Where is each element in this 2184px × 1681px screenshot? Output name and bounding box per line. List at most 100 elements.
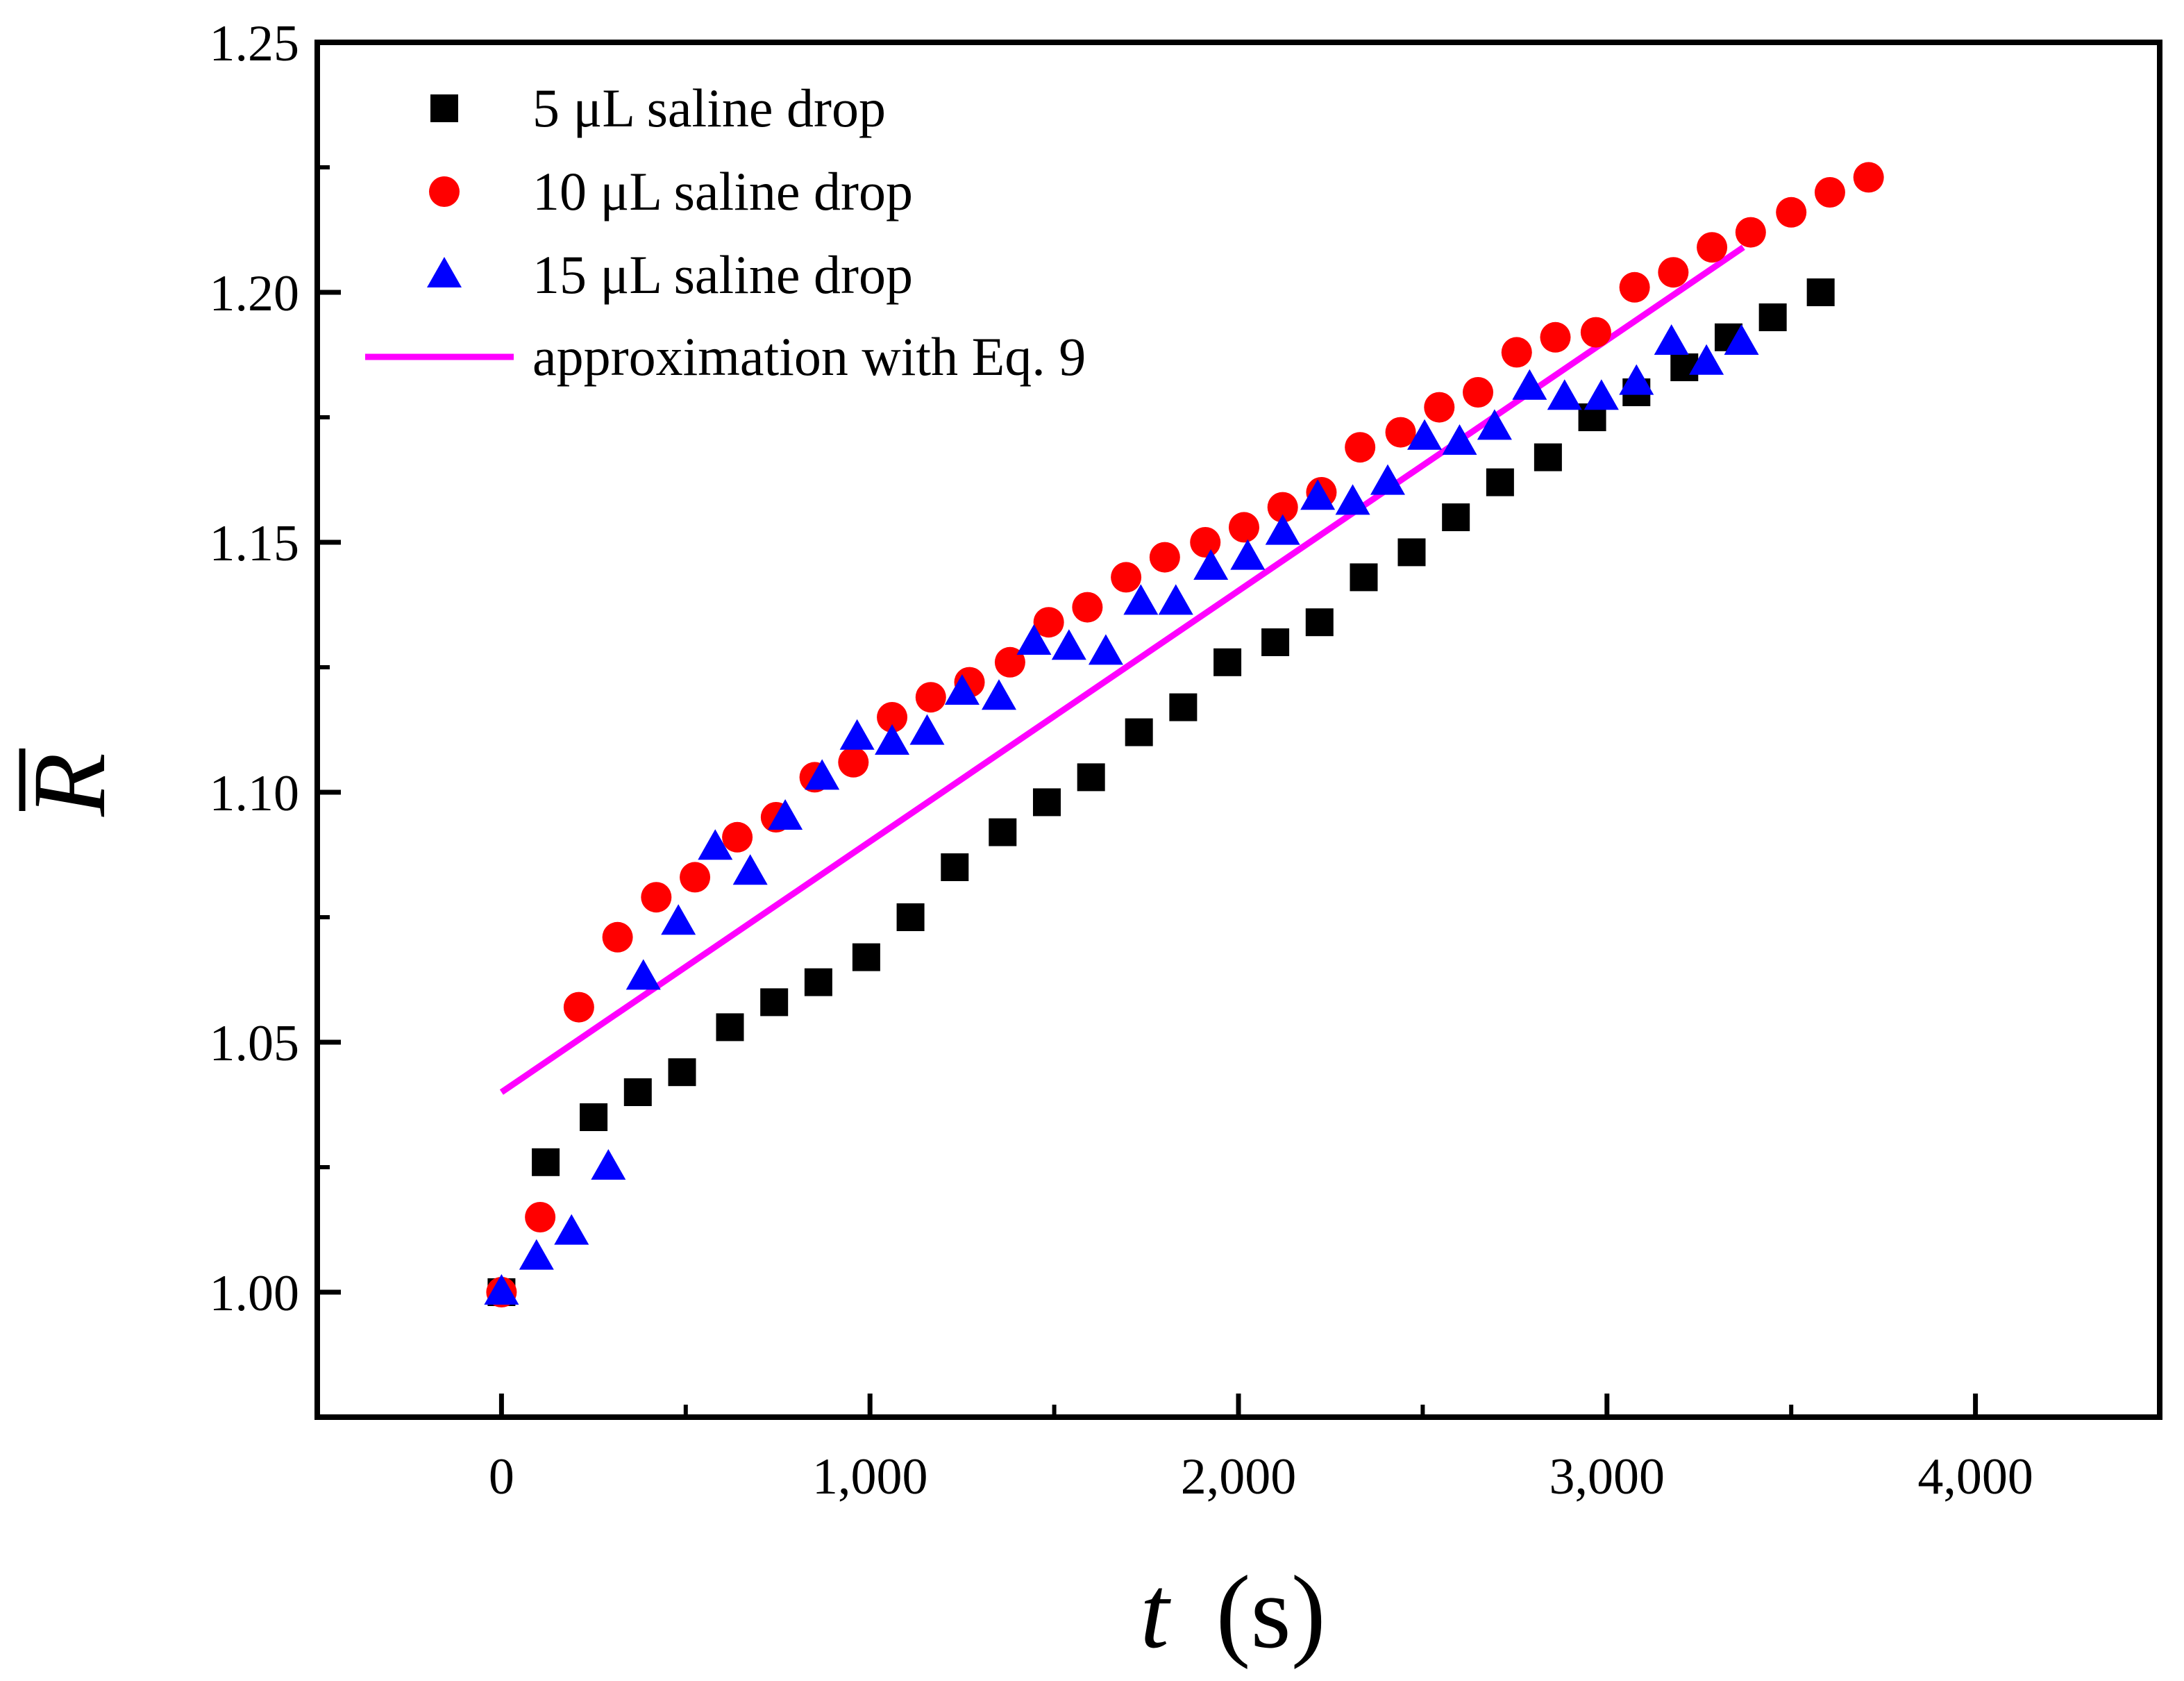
triangle-point [1512, 369, 1547, 400]
square-point [1534, 443, 1562, 471]
triangle-point [1724, 324, 1759, 355]
triangle-point [1477, 409, 1512, 440]
square-point [1350, 563, 1378, 592]
triangle-point [909, 714, 945, 745]
circle-point [1735, 217, 1766, 248]
legend-label: 10 μL saline drop [532, 161, 913, 221]
triangle-point [591, 1149, 626, 1180]
circle-point [722, 821, 753, 853]
x-axis-title: t (s) [1140, 1555, 1325, 1670]
circle-point [1228, 512, 1259, 543]
triangle-point [875, 724, 910, 755]
circle-point [1540, 321, 1571, 353]
triangle-point [1230, 539, 1266, 570]
triangle-point [1300, 479, 1336, 510]
legend-label: 15 μL saline drop [532, 244, 913, 305]
y-tick-label: 1.00 [210, 1265, 300, 1322]
square-point [852, 943, 880, 971]
triangle-point [661, 904, 696, 935]
y-tick-label: 1.05 [210, 1015, 300, 1072]
square-point [1169, 693, 1198, 721]
square-point [1442, 503, 1470, 531]
square-point [941, 853, 969, 881]
square-point [1397, 538, 1426, 567]
x-tick-label: 3,000 [1549, 1448, 1665, 1505]
circle-point [1190, 527, 1221, 558]
triangle-point [1619, 364, 1654, 395]
triangle-point [1088, 634, 1123, 665]
series-0 [487, 278, 1835, 1306]
legend-label: 5 μL saline drop [532, 78, 886, 138]
square-point [1758, 303, 1787, 331]
circle-point [680, 862, 711, 893]
x-tick-label: 4,000 [1917, 1448, 2033, 1505]
triangle-point [1335, 484, 1370, 515]
circle-point [1776, 196, 1807, 228]
triangle-point [1407, 419, 1443, 450]
triangle-point [484, 1274, 519, 1305]
square-point [532, 1148, 560, 1176]
circle-point [525, 1202, 556, 1232]
circle-point [877, 702, 908, 733]
square-point [989, 818, 1017, 846]
circle-point [838, 746, 869, 778]
square-point [896, 903, 925, 931]
triangle-point [1442, 424, 1477, 455]
circle-point [1853, 162, 1884, 193]
triangle-point [1051, 629, 1086, 660]
square-point [1305, 608, 1334, 637]
circle-point [1463, 377, 1494, 408]
circle-point [1619, 271, 1650, 303]
triangle-point [625, 959, 661, 990]
x-tick-label: 1,000 [812, 1448, 928, 1505]
square-point [1125, 718, 1153, 746]
x-axis-unit: (s) [1216, 1555, 1325, 1670]
triangle-point [519, 1239, 554, 1270]
square-point [760, 988, 789, 1017]
circle-point [1580, 317, 1611, 348]
x-tick-label: 2,000 [1181, 1448, 1297, 1505]
triangle-point [1265, 514, 1300, 545]
circle-point [1424, 392, 1455, 423]
triangle-point [554, 1214, 589, 1245]
circle-point [1501, 337, 1532, 368]
circle-point [1149, 542, 1180, 573]
series-2 [484, 324, 1759, 1305]
circle-point [641, 882, 672, 913]
triangle-point [698, 829, 733, 860]
data-series [484, 162, 1884, 1307]
square-point [1486, 468, 1514, 496]
triangle-point [1547, 379, 1582, 410]
square-point [1077, 763, 1105, 792]
circle-point [1267, 492, 1298, 523]
x-axis-variable: t [1140, 1555, 1171, 1670]
legend-square-swatch [430, 94, 458, 122]
y-axis-title: R [12, 748, 127, 817]
triangle-point [768, 799, 803, 830]
triangle-point [839, 719, 875, 750]
series-1 [486, 162, 1884, 1307]
y-tick-label: 1.20 [210, 265, 300, 322]
circle-point [1345, 432, 1376, 463]
triangle-point [1370, 464, 1405, 495]
triangle-point [1158, 584, 1193, 615]
square-point [804, 968, 832, 996]
circle-point [915, 682, 946, 713]
axis-ticks: 0 1,000 2,000 3,000 4,000 1.00 1.05 1.10 1.15 1.2… [210, 15, 2033, 1505]
legend-circle-swatch [429, 176, 460, 207]
triangle-point [1016, 624, 1052, 655]
y-axis-variable: R [12, 753, 127, 817]
y-tick-label: 1.10 [210, 765, 300, 822]
square-point [1806, 278, 1835, 306]
square-point [716, 1013, 744, 1042]
triangle-point [1584, 379, 1619, 410]
legend-triangle-swatch [427, 257, 462, 287]
square-point [1032, 788, 1061, 817]
circle-point [1658, 257, 1689, 288]
circle-point [1072, 592, 1103, 623]
triangle-point [1193, 549, 1229, 580]
y-tick-label: 1.25 [210, 15, 300, 72]
square-point [623, 1078, 652, 1106]
circle-point [602, 921, 633, 953]
